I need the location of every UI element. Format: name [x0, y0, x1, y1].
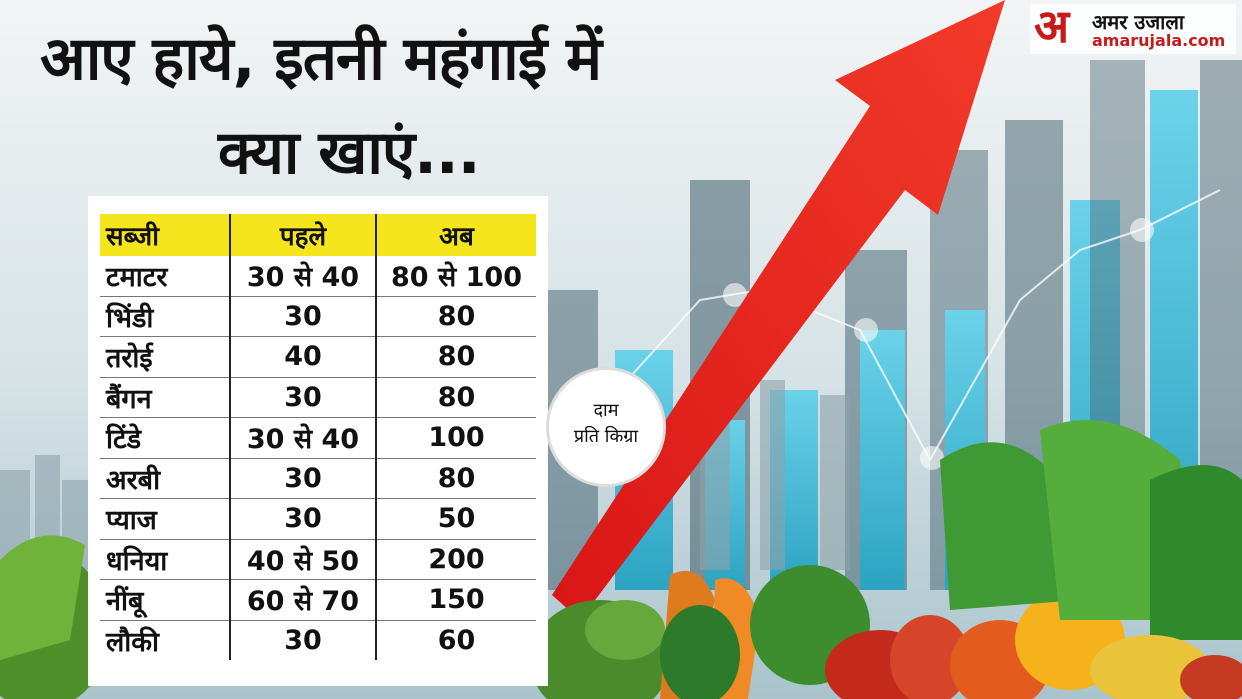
- header-before: पहले: [230, 214, 377, 256]
- price-now: 50: [376, 498, 536, 540]
- vegetable-name: प्याज: [100, 498, 231, 540]
- price-table: सब्जी पहले अब टमाटर 30 से 40 80 से 100 भ…: [100, 214, 536, 660]
- logo-glyph: अ: [1034, 0, 1070, 53]
- price-before: 30: [230, 498, 377, 540]
- price-now: 150: [376, 579, 536, 621]
- price-now: 60: [437, 624, 476, 656]
- price-before: 60 से 70: [230, 579, 377, 621]
- price-now: 80: [376, 336, 536, 378]
- price-before: 30: [230, 377, 377, 418]
- header-now: अब: [376, 214, 536, 256]
- table-row: अरबी 30 80: [100, 458, 536, 499]
- city-skyline: [0, 380, 850, 570]
- badge-line-1: दाम: [593, 400, 619, 421]
- vegetable-name: अरबी: [100, 458, 231, 499]
- vegetable-name: लौकी: [100, 620, 231, 660]
- table-row: धनिया 40 से 50 200: [100, 539, 536, 580]
- price-table-card: सब्जी पहले अब टमाटर 30 से 40 80 से 100 भ…: [88, 196, 548, 686]
- badge-line-2: प्रति किग्रा: [573, 426, 639, 447]
- price-before: 40: [230, 336, 377, 378]
- price-before: 30 से 40: [230, 256, 377, 297]
- table-row: टमाटर 30 से 40 80 से 100: [100, 256, 536, 297]
- vegetable-name: बैंगन: [100, 377, 231, 418]
- price-before: 40 से 50: [230, 539, 377, 580]
- table-header-row: सब्जी पहले अब: [100, 214, 536, 256]
- price-before: 30: [230, 458, 377, 499]
- price-before: 30: [230, 296, 377, 337]
- table-row: लौकी 30 60: [100, 620, 536, 660]
- price-now: 100: [376, 417, 536, 459]
- price-now: 80: [376, 296, 536, 337]
- vegetables-illustration: [0, 420, 1242, 699]
- table-row: टिंडे 30 से 40 100: [100, 417, 536, 459]
- vegetable-name: टिंडे: [100, 417, 231, 459]
- table-row: भिंडी 30 80: [100, 296, 536, 337]
- table-row: नींबू 60 से 70 150: [100, 579, 536, 621]
- table-row: तरोई 40 80: [100, 336, 536, 378]
- amar-ujala-logo: अ अमर उजाला amarujala.com: [1030, 0, 1236, 54]
- vegetable-name: तरोई: [100, 336, 231, 378]
- vegetable-name: भिंडी: [100, 296, 231, 337]
- price-now: 80 से 100: [376, 256, 536, 297]
- headline-line-2: क्या खाएं...: [218, 118, 481, 188]
- vegetable-name: नींबू: [100, 579, 231, 621]
- price-before: 30: [230, 620, 377, 660]
- logo-url: amarujala.com: [1092, 31, 1226, 50]
- price-now: 80: [376, 377, 536, 418]
- table-row: बैंगन 30 80: [100, 377, 536, 418]
- price-before: 30 से 40: [230, 417, 377, 459]
- price-now: 200: [376, 539, 536, 580]
- table-row: प्याज 30 50: [100, 498, 536, 540]
- vegetable-name: धनिया: [100, 539, 231, 580]
- logo-name: अमर उजाला: [1092, 10, 1185, 34]
- rising-arrow: [552, 0, 1005, 620]
- headline-line-1: आए हाये, इतनी महंगाई में: [40, 24, 602, 94]
- price-per-kg-badge: दाम प्रति किग्रा: [546, 367, 666, 487]
- header-vegetable: सब्जी: [100, 214, 231, 256]
- vegetable-name: टमाटर: [100, 256, 231, 297]
- price-now: 80: [376, 458, 536, 499]
